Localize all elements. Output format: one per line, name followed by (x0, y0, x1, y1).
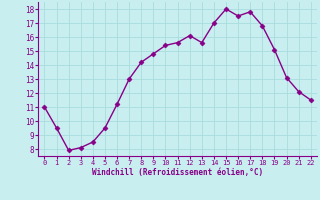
X-axis label: Windchill (Refroidissement éolien,°C): Windchill (Refroidissement éolien,°C) (92, 168, 263, 177)
